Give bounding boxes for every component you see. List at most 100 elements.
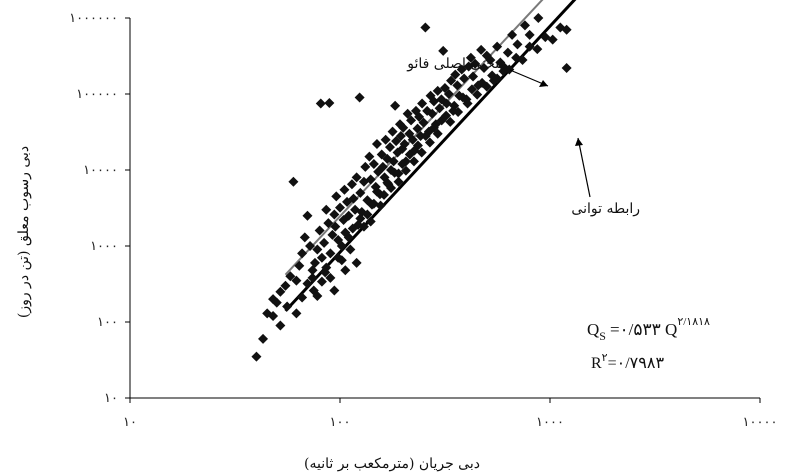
data-point [459, 73, 470, 84]
data-point [365, 174, 376, 185]
x-axis-title: دبی جریان (مترمکعب بر ثانیه) [304, 456, 480, 472]
data-point [408, 156, 419, 167]
data-point [479, 62, 490, 73]
data-point [355, 213, 366, 224]
data-point [297, 248, 308, 259]
data-point [324, 98, 335, 109]
data-point [348, 193, 359, 204]
data-point [389, 167, 400, 178]
data-point [294, 260, 305, 271]
data-point [329, 285, 340, 296]
data-point [420, 22, 431, 33]
power-law-arrowhead [575, 138, 583, 146]
data-point [495, 57, 506, 68]
x-tick-label: ۱۰۰ [330, 415, 351, 430]
data-point [314, 225, 325, 236]
data-point [365, 216, 376, 227]
eq-r-superscript: ۲ [602, 352, 608, 364]
eq-r-rhs: =۰/۷۹۸۳ [608, 355, 665, 372]
svg-text:R۲=۰/۷۹۸۳: R۲=۰/۷۹۸۳ [591, 352, 664, 372]
data-point [404, 149, 415, 160]
data-point [312, 244, 323, 255]
data-point [412, 140, 423, 151]
y-tick-label: ۱۰۰۰۰ [83, 163, 118, 178]
data-point [275, 320, 286, 331]
data-point [335, 202, 345, 213]
data-point [424, 137, 435, 148]
axes: ۱۰ ۱۰۰ ۱۰۰۰ ۱۰۰۰۰ ۱۰ ۱۰۰ ۱۰۰۰ ۱۰۰۰۰ ۱۰۰۰۰۰ ۱۰۰۰۰۰… [69, 11, 777, 430]
scatter-points [251, 13, 572, 362]
data-point [321, 262, 332, 273]
data-point [333, 252, 344, 263]
data-point [315, 98, 326, 109]
data-point [316, 276, 327, 287]
data-point [476, 44, 487, 55]
data-point [438, 45, 449, 56]
data-point [268, 310, 279, 321]
data-point [312, 290, 323, 301]
data-point [307, 272, 318, 283]
data-point [351, 257, 362, 268]
data-point [453, 106, 464, 117]
y-axis-title: دبی رسوب معلق (تن در روز) [16, 146, 32, 318]
power-law-line [284, 0, 577, 312]
data-point [280, 280, 291, 291]
data-point [375, 200, 386, 211]
data-point [402, 108, 413, 119]
data-point [305, 241, 316, 251]
data-point [302, 278, 313, 289]
y-tick-label: ۱۰۰۰ [90, 239, 118, 254]
data-point [299, 232, 310, 243]
data-point [321, 204, 332, 215]
data-point [354, 92, 365, 103]
data-point [507, 29, 518, 40]
data-point [345, 244, 356, 255]
data-point [397, 158, 408, 169]
data-point [468, 71, 479, 82]
data-point [302, 210, 313, 221]
data-point [547, 34, 558, 45]
data-point [327, 229, 338, 240]
data-point [445, 116, 456, 127]
data-point [360, 161, 371, 172]
x-tick-label: ۱۰ [123, 415, 137, 430]
data-point [378, 189, 389, 200]
data-point [502, 47, 513, 58]
data-point [465, 52, 476, 63]
data-point [387, 126, 398, 137]
eq-q-subscript: S [599, 329, 606, 343]
data-point [362, 209, 373, 220]
data-point [291, 308, 302, 319]
eq-q-symbol: Q [587, 320, 599, 339]
data-point [470, 58, 481, 69]
data-point [358, 221, 369, 232]
data-point [450, 69, 461, 80]
y-tick-label: ۱۰۰۰۰۰۰ [69, 11, 118, 26]
data-point [561, 24, 572, 35]
fit-lines [284, 0, 577, 312]
data-point [412, 123, 423, 134]
eq-q-rhs: =۰/۵۳۳ Q [610, 320, 677, 339]
data-point [406, 115, 417, 126]
data-point [492, 73, 503, 84]
data-point [533, 13, 544, 23]
data-point [316, 252, 327, 263]
data-point [443, 89, 454, 99]
data-point [288, 176, 299, 187]
eq-r-symbol: R [591, 355, 602, 372]
data-point [472, 89, 483, 100]
data-point [393, 176, 404, 187]
data-point [415, 131, 426, 142]
data-point [376, 149, 387, 160]
data-point [481, 81, 492, 92]
data-point [427, 108, 438, 119]
data-point [432, 85, 443, 96]
data-point [347, 223, 358, 234]
data-point [297, 292, 308, 303]
data-point [285, 271, 296, 282]
data-point [432, 128, 443, 139]
data-point [504, 64, 515, 75]
data-point [307, 265, 318, 276]
data-point [485, 55, 496, 66]
data-point [386, 182, 397, 193]
